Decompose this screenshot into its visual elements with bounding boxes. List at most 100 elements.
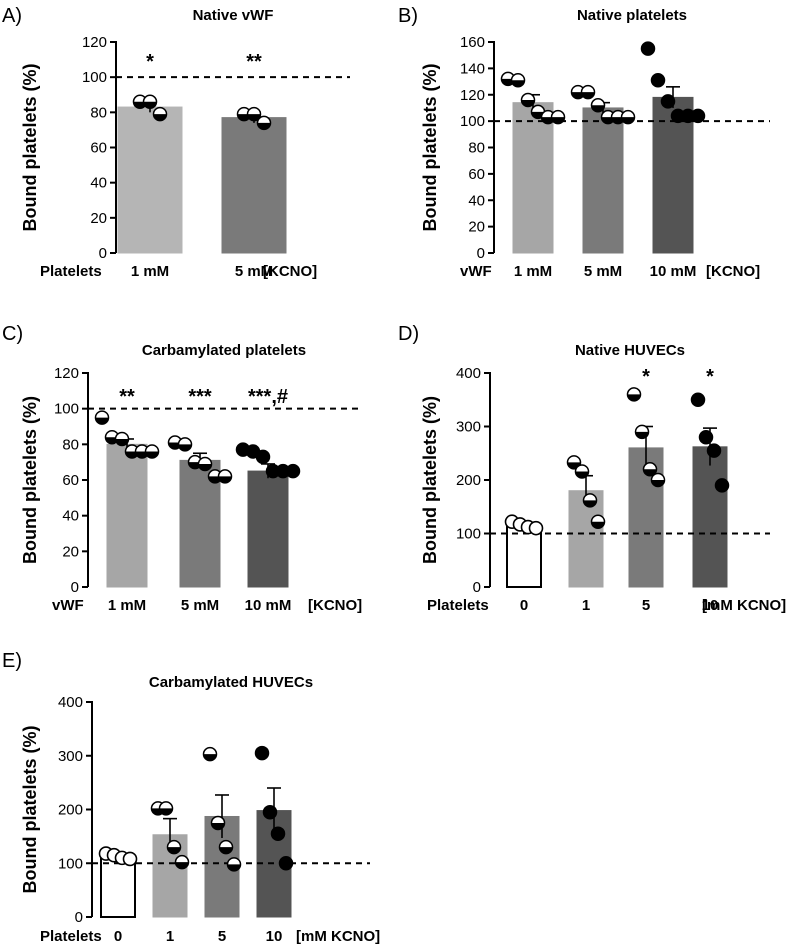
- data-point: [144, 444, 160, 459]
- data-point: [218, 839, 234, 855]
- bar: [117, 106, 183, 254]
- y-tick-label: 200: [456, 472, 481, 489]
- y-axis-label: Bound platelets (%): [420, 63, 440, 231]
- y-tick-label: 120: [82, 34, 107, 51]
- data-point: [122, 851, 138, 867]
- y-tick-label: 40: [468, 192, 485, 209]
- data-point: [152, 106, 168, 122]
- row-label: vWF: [52, 597, 84, 614]
- y-tick-label: 40: [90, 175, 107, 192]
- bar: [106, 443, 148, 588]
- data-point: [177, 437, 193, 452]
- panel-a: A) Native vWF Bound platelets (%) 0 20 40 60 80…: [2, 5, 350, 280]
- data-point: [574, 464, 590, 479]
- y-tick-label: 300: [58, 748, 83, 765]
- x-tick-label: 10 mM: [650, 263, 697, 280]
- y-tick-label: 80: [62, 436, 79, 453]
- data-point: [510, 72, 526, 88]
- data-point: [226, 857, 242, 872]
- chart-title: Carbamylated platelets: [142, 342, 306, 359]
- data-point: [650, 472, 666, 488]
- y-tick-label: 120: [460, 87, 485, 104]
- row-label: Platelets: [40, 263, 102, 280]
- x-tick-label: 1 mM: [131, 263, 169, 280]
- row-label: Platelets: [427, 597, 489, 614]
- data-point: [620, 109, 636, 125]
- data-point: [706, 443, 722, 458]
- y-tick-label: 160: [460, 34, 485, 51]
- data-point: [217, 469, 233, 484]
- data-point: [255, 449, 271, 465]
- data-point-fill: [203, 754, 217, 761]
- y-tick-label: 60: [62, 472, 79, 489]
- y-tick-label: 0: [99, 245, 107, 262]
- y-axis-label: Bound platelets (%): [20, 725, 40, 893]
- data-point-fill: [627, 394, 641, 401]
- x-tick-label: 10: [702, 597, 719, 614]
- y-tick-label: 140: [460, 60, 485, 77]
- bar: [568, 490, 604, 588]
- data-point: [262, 804, 278, 820]
- data-point-fill: [257, 122, 271, 130]
- chart-title: Native platelets: [577, 7, 687, 24]
- x-tick-label: 5: [642, 597, 650, 614]
- data-point-fill: [651, 480, 665, 487]
- data-point-fill: [575, 471, 589, 478]
- bar: [512, 102, 554, 254]
- y-axis-label: Bound platelets (%): [20, 396, 40, 564]
- panel-letter: B): [398, 5, 418, 27]
- y-tick-label: 300: [456, 419, 481, 436]
- chart-title: Carbamylated HUVECs: [149, 674, 313, 691]
- bar: [692, 446, 728, 588]
- y-tick-label: 0: [473, 579, 481, 596]
- chart-title: Native HUVECs: [575, 342, 685, 359]
- x-tick-label: 10: [266, 928, 283, 945]
- data-point-fill: [95, 417, 109, 425]
- data-point: [285, 463, 301, 479]
- data-point: [698, 429, 714, 445]
- y-tick-label: 0: [75, 909, 83, 926]
- data-point: [642, 462, 658, 477]
- x-tick-label: 5 mM: [235, 263, 273, 280]
- data-point: [256, 115, 272, 131]
- y-tick-label: 20: [90, 210, 107, 227]
- data-point: [660, 94, 676, 109]
- significance-marker: *: [642, 366, 650, 388]
- data-point: [690, 108, 706, 124]
- y-tick-label: 400: [456, 365, 481, 382]
- data-point-fill: [643, 469, 657, 476]
- data-point: [246, 106, 262, 122]
- significance-marker: ***,#: [248, 386, 288, 408]
- x-tick-label: 1 mM: [108, 597, 146, 614]
- y-tick-label: 60: [468, 166, 485, 183]
- data-point-fill: [511, 80, 525, 87]
- data-point-fill: [227, 864, 241, 871]
- data-point: [634, 424, 650, 440]
- y-tick-label: 40: [62, 508, 79, 525]
- data-point-fill: [635, 431, 649, 439]
- significance-marker: *: [706, 366, 714, 388]
- data-point: [528, 520, 544, 536]
- y-tick-label: 120: [54, 365, 79, 382]
- data-point-fill: [175, 862, 189, 869]
- data-point: [590, 514, 606, 529]
- data-point-fill: [218, 476, 232, 483]
- y-tick-label: 60: [90, 140, 107, 157]
- data-point-fill: [591, 521, 605, 529]
- data-point: [254, 745, 270, 761]
- row-label: vWF: [460, 263, 492, 280]
- panel-c: C) Carbamylated platelets Bound platelets …: [2, 323, 362, 614]
- data-point-fill: [521, 100, 535, 107]
- data-point-fill: [178, 444, 192, 451]
- row-label: Platelets: [40, 928, 102, 945]
- x-tick-label: 1 mM: [514, 263, 552, 280]
- data-point-fill: [551, 117, 565, 124]
- bar: [221, 117, 287, 254]
- data-point-fill: [211, 822, 225, 830]
- x-tick-label: 1: [582, 597, 590, 614]
- data-point-fill: [247, 114, 261, 121]
- data-point: [202, 746, 218, 762]
- y-tick-label: 20: [468, 219, 485, 236]
- bar: [100, 855, 136, 919]
